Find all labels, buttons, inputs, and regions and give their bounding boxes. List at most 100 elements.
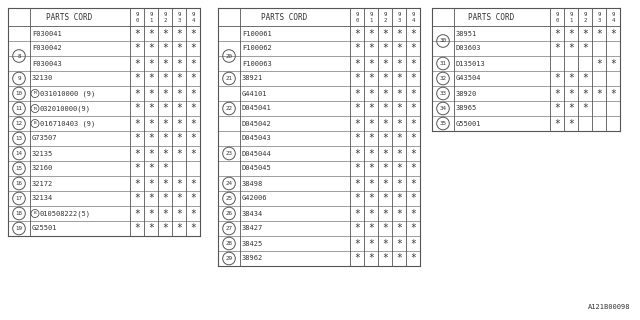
Text: *: * bbox=[368, 238, 374, 249]
Text: *: * bbox=[354, 223, 360, 234]
Text: B: B bbox=[34, 122, 36, 125]
Text: *: * bbox=[382, 223, 388, 234]
Text: *: * bbox=[368, 179, 374, 188]
Text: *: * bbox=[582, 89, 588, 99]
Text: *: * bbox=[410, 103, 416, 114]
Text: *: * bbox=[582, 103, 588, 114]
Text: *: * bbox=[162, 44, 168, 53]
Text: 32172: 32172 bbox=[32, 180, 53, 187]
Text: *: * bbox=[354, 179, 360, 188]
Text: 9: 9 bbox=[177, 12, 180, 17]
Text: *: * bbox=[382, 118, 388, 129]
Text: *: * bbox=[368, 44, 374, 53]
Text: *: * bbox=[596, 89, 602, 99]
Text: *: * bbox=[382, 179, 388, 188]
Text: *: * bbox=[410, 118, 416, 129]
Text: F100063: F100063 bbox=[242, 60, 272, 67]
Text: *: * bbox=[190, 103, 196, 114]
Text: *: * bbox=[148, 164, 154, 173]
Text: *: * bbox=[382, 44, 388, 53]
Text: *: * bbox=[554, 89, 560, 99]
Text: *: * bbox=[162, 209, 168, 219]
Text: 3: 3 bbox=[397, 18, 401, 22]
Text: *: * bbox=[396, 179, 402, 188]
Text: 19: 19 bbox=[15, 226, 22, 231]
Text: *: * bbox=[568, 74, 574, 84]
Text: *: * bbox=[354, 164, 360, 173]
Text: 30: 30 bbox=[440, 38, 447, 44]
Text: 8: 8 bbox=[17, 53, 20, 59]
Text: *: * bbox=[382, 253, 388, 263]
Text: D045045: D045045 bbox=[242, 165, 272, 172]
Text: 4: 4 bbox=[191, 18, 195, 22]
Text: *: * bbox=[396, 253, 402, 263]
Text: *: * bbox=[148, 103, 154, 114]
Text: 16: 16 bbox=[15, 181, 22, 186]
Text: *: * bbox=[410, 28, 416, 38]
Text: *: * bbox=[176, 179, 182, 188]
Text: *: * bbox=[190, 194, 196, 204]
Text: *: * bbox=[176, 28, 182, 38]
Text: *: * bbox=[382, 89, 388, 99]
Text: 2: 2 bbox=[584, 18, 587, 22]
Text: D135013: D135013 bbox=[456, 60, 486, 67]
Text: *: * bbox=[134, 164, 140, 173]
Text: 31: 31 bbox=[440, 61, 447, 66]
Text: 1: 1 bbox=[369, 18, 372, 22]
Text: A121B00098: A121B00098 bbox=[588, 304, 630, 310]
Text: *: * bbox=[368, 148, 374, 158]
Text: G42006: G42006 bbox=[242, 196, 268, 202]
Text: *: * bbox=[396, 238, 402, 249]
Text: 14: 14 bbox=[15, 151, 22, 156]
Text: *: * bbox=[148, 28, 154, 38]
Text: 38434: 38434 bbox=[242, 211, 263, 217]
Text: 010508222(5): 010508222(5) bbox=[40, 210, 91, 217]
Text: *: * bbox=[396, 164, 402, 173]
Text: *: * bbox=[162, 103, 168, 114]
Text: *: * bbox=[190, 89, 196, 99]
Text: *: * bbox=[382, 209, 388, 219]
Text: 9: 9 bbox=[369, 12, 372, 17]
Text: *: * bbox=[148, 179, 154, 188]
Text: 25: 25 bbox=[225, 196, 232, 201]
Text: *: * bbox=[382, 74, 388, 84]
Text: G25501: G25501 bbox=[32, 226, 58, 231]
Text: 32160: 32160 bbox=[32, 165, 53, 172]
Text: *: * bbox=[354, 133, 360, 143]
Text: F100062: F100062 bbox=[242, 45, 272, 52]
Text: *: * bbox=[134, 148, 140, 158]
Text: *: * bbox=[134, 133, 140, 143]
Text: *: * bbox=[354, 209, 360, 219]
Text: 9: 9 bbox=[611, 12, 614, 17]
Text: 0: 0 bbox=[355, 18, 358, 22]
Text: *: * bbox=[162, 133, 168, 143]
Text: *: * bbox=[582, 44, 588, 53]
Text: *: * bbox=[190, 74, 196, 84]
Text: *: * bbox=[176, 103, 182, 114]
Text: *: * bbox=[354, 194, 360, 204]
Text: *: * bbox=[176, 118, 182, 129]
Text: G73507: G73507 bbox=[32, 135, 58, 141]
Text: *: * bbox=[368, 28, 374, 38]
Text: 031010000 (9): 031010000 (9) bbox=[40, 90, 95, 97]
Text: *: * bbox=[554, 118, 560, 129]
Text: *: * bbox=[582, 28, 588, 38]
Text: *: * bbox=[410, 179, 416, 188]
Text: 35: 35 bbox=[440, 121, 447, 126]
Text: F030042: F030042 bbox=[32, 45, 61, 52]
Text: 9: 9 bbox=[163, 12, 166, 17]
Text: 9: 9 bbox=[412, 12, 415, 17]
Text: 32: 32 bbox=[440, 76, 447, 81]
Text: 016710403 (9): 016710403 (9) bbox=[40, 120, 95, 127]
Text: *: * bbox=[134, 194, 140, 204]
Text: *: * bbox=[368, 164, 374, 173]
Text: *: * bbox=[148, 209, 154, 219]
Text: *: * bbox=[148, 148, 154, 158]
Text: *: * bbox=[162, 59, 168, 68]
Text: *: * bbox=[368, 89, 374, 99]
Text: *: * bbox=[190, 209, 196, 219]
Text: *: * bbox=[148, 89, 154, 99]
Text: *: * bbox=[368, 103, 374, 114]
Text: *: * bbox=[368, 253, 374, 263]
Text: 10: 10 bbox=[15, 91, 22, 96]
